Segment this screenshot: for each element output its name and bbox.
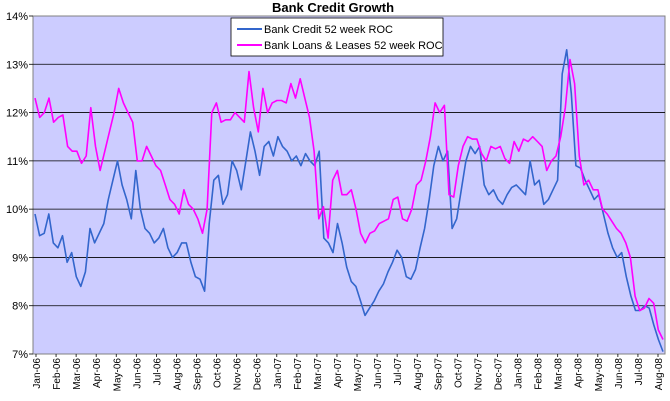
x-tick-label: Aug-06 (172, 358, 183, 391)
x-tick-label: Jul-07 (393, 358, 404, 386)
x-tick-label: Dec-07 (493, 358, 504, 391)
y-tick-label: 11% (7, 156, 28, 168)
series-line-1 (34, 58, 664, 340)
y-tick-label: 10% (6, 204, 28, 216)
x-tick-label: Apr-06 (92, 358, 103, 388)
x-tick-label: Jun-07 (373, 358, 384, 389)
x-tick-label: Mar-06 (72, 358, 83, 390)
x-tick-label: Dec-06 (253, 358, 264, 391)
x-tick-label: May-06 (112, 358, 123, 392)
x-tick-label: Feb-07 (293, 358, 304, 390)
y-tick-label: 7% (12, 349, 28, 361)
y-tick-label: 9% (12, 252, 28, 264)
y-tick-label: 13% (6, 59, 28, 71)
x-tick-label: Nov-07 (473, 358, 484, 391)
x-tick-label: Jan-08 (514, 358, 525, 389)
y-tick-label: 12% (6, 108, 28, 120)
y-axis: 7% 8% 9% 10% 11% 12% 13% 14% (6, 11, 33, 361)
plot-area (32, 15, 666, 355)
x-tick-label: Nov-06 (233, 358, 244, 391)
legend-box (230, 17, 444, 57)
y-tick-label: 14% (6, 11, 28, 23)
x-tick-label: Oct-06 (213, 358, 224, 388)
x-tick-label: Sep-07 (433, 358, 444, 391)
x-tick-label: Oct-07 (453, 358, 464, 388)
x-tick-label: Apr-08 (574, 358, 585, 388)
x-tick-label: Aug-07 (413, 358, 424, 391)
legend-label-bank-credit: Bank Credit 52 week ROC (264, 24, 393, 36)
chart-title: Bank Credit Growth (272, 0, 394, 15)
x-tick-label: Jul-08 (634, 358, 645, 386)
x-tick-label: Aug-08 (654, 358, 665, 391)
x-tick-label: Sep-06 (193, 358, 204, 391)
x-tick-label: Feb-06 (52, 358, 63, 390)
x-tick-label: Jun-08 (614, 358, 625, 389)
x-tick-label: Jul-06 (152, 358, 163, 386)
y-tick-label: 8% (12, 301, 28, 313)
x-tick-label: Apr-07 (333, 358, 344, 388)
x-tick-label: Jan-06 (32, 358, 43, 389)
x-tick-label: Mar-07 (313, 358, 324, 390)
x-tick-label: Mar-08 (554, 358, 565, 390)
legend: Bank Credit 52 week ROC Bank Loans & Lea… (230, 17, 444, 57)
legend-label-loans-leases: Bank Loans & Leases 52 week ROC (264, 40, 443, 52)
series-line-0 (34, 48, 664, 352)
x-axis: Jan-06 Feb-06 Mar-06 Apr-06 May-06 Jun-06 Jul-… (32, 354, 665, 391)
x-tick-label: May-07 (353, 358, 364, 392)
x-tick-label: Jun-06 (132, 358, 143, 389)
x-tick-label: May-08 (594, 358, 605, 392)
x-tick-label: Jan-07 (273, 358, 284, 389)
x-tick-label: Feb-08 (534, 358, 545, 390)
series-lines (34, 48, 664, 352)
